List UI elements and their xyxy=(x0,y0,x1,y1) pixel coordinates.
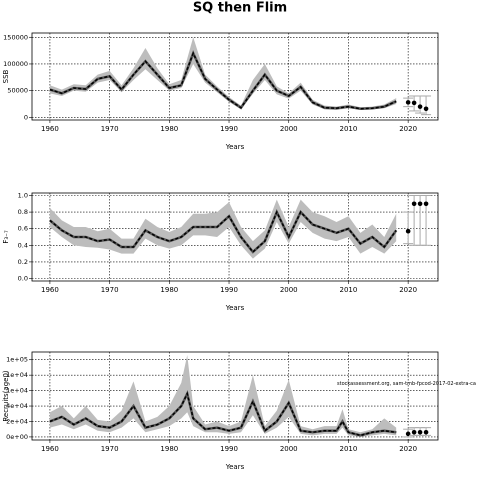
y-tick-label: 0.2 xyxy=(18,258,28,266)
x-tick-label: 1960 xyxy=(41,445,59,453)
x-axis-label: Years xyxy=(225,463,245,471)
x-tick-label: 2020 xyxy=(399,286,417,294)
x-tick-label: 1980 xyxy=(160,445,178,453)
plot-frame xyxy=(31,192,439,282)
y-tick-label: 1e+04 xyxy=(6,371,28,379)
y-tick-label: 100000 xyxy=(3,60,28,68)
y-tick-label: 150000 xyxy=(3,33,28,41)
y-axis-label: SSB xyxy=(2,69,10,83)
forecast-point xyxy=(417,429,423,435)
x-tick-label: 2010 xyxy=(340,125,358,133)
forecast-point xyxy=(411,201,417,207)
x-tick-label: 1990 xyxy=(220,286,238,294)
forecast-point xyxy=(417,104,423,109)
y-axis-label: Recruits(age0) xyxy=(2,370,10,422)
y-tick-label: 0e+00 xyxy=(6,433,28,441)
y-tick-label: 0.6 xyxy=(18,225,28,233)
x-tick-label: 2000 xyxy=(280,286,298,294)
x-tick-label: 2020 xyxy=(399,125,417,133)
forecast-point xyxy=(423,429,429,435)
x-axis-label: Years xyxy=(225,143,245,151)
forecast-point xyxy=(405,100,411,105)
y-tick-label: 0.4 xyxy=(18,241,28,249)
x-tick-label: 1970 xyxy=(101,125,119,133)
plot-frame xyxy=(31,32,439,121)
y-tick-label: 1e+04 xyxy=(6,387,28,395)
x-tick-label: 2010 xyxy=(340,286,358,294)
x-axis-label: Years xyxy=(225,304,245,312)
y-axis-label: F₃₋₇ xyxy=(2,230,10,244)
plot-frame xyxy=(31,351,439,441)
annotation: stockassessment.org, sam-tmb-fpcod-2017-… xyxy=(337,381,476,387)
x-tick-label: 1970 xyxy=(101,286,119,294)
x-tick-label: 1970 xyxy=(101,445,119,453)
forecast-point xyxy=(411,100,417,106)
x-tick-label: 1960 xyxy=(41,286,59,294)
y-tick-label: 0.0 xyxy=(18,275,28,283)
forecast-point xyxy=(411,429,417,435)
estimate-line xyxy=(49,210,397,254)
estimate-line xyxy=(49,51,397,110)
estimate-line xyxy=(49,391,397,437)
y-tick-label: 4e+04 xyxy=(6,402,28,410)
x-tick-label: 1960 xyxy=(41,125,59,133)
x-tick-label: 1990 xyxy=(220,125,238,133)
x-tick-label: 1980 xyxy=(160,286,178,294)
y-tick-label: 50000 xyxy=(7,87,28,95)
y-tick-label: 1.0 xyxy=(18,191,28,199)
x-tick-label: 1980 xyxy=(160,125,178,133)
y-tick-label: 0.8 xyxy=(18,208,28,216)
x-tick-label: 2000 xyxy=(280,445,298,453)
x-tick-label: 1990 xyxy=(220,445,238,453)
forecast-point xyxy=(423,106,429,112)
confidence-band xyxy=(49,37,397,110)
x-tick-label: 2000 xyxy=(280,125,298,133)
forecast-point xyxy=(423,201,429,207)
chart-title: SQ then Flim xyxy=(193,1,287,16)
x-tick-label: 2010 xyxy=(340,445,358,453)
y-tick-label: 0 xyxy=(24,113,28,121)
y-tick-label: 2e+04 xyxy=(6,417,28,425)
y-tick-label: 1e+05 xyxy=(6,356,28,364)
x-tick-label: 2020 xyxy=(399,445,417,453)
forecast-point xyxy=(405,228,411,234)
confidence-band xyxy=(49,355,397,437)
forecast-point xyxy=(417,201,423,207)
